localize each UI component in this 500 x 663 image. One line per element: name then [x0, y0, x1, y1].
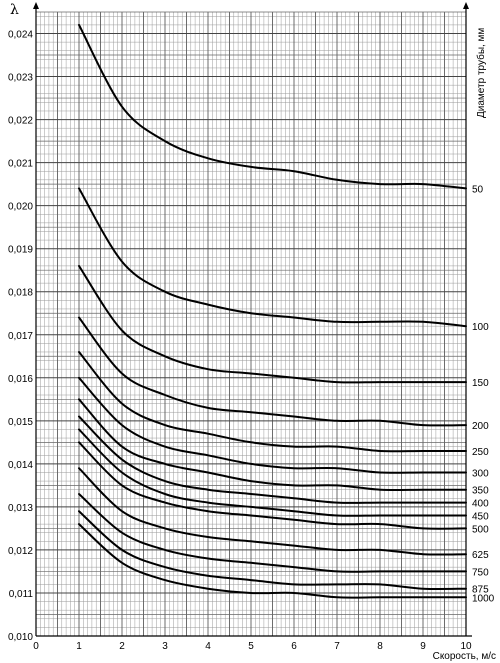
y-tick-label: 0,022: [8, 116, 33, 127]
series-label-250: 250: [472, 447, 489, 458]
x-tick-label: 4: [205, 641, 211, 652]
x-tick-label: 6: [291, 641, 297, 652]
x-tick-label: 5: [248, 641, 254, 652]
x-axis-title: Скорость, м/с: [433, 651, 496, 662]
x-tick-label: 3: [162, 641, 168, 652]
x-tick-label: 9: [420, 641, 426, 652]
series-label-1000: 1000: [472, 593, 495, 604]
series-label-300: 300: [472, 468, 489, 479]
y-tick-label: 0,013: [8, 503, 33, 514]
series-label-625: 625: [472, 550, 489, 561]
series-label-750: 750: [472, 567, 489, 578]
series-label-350: 350: [472, 486, 489, 497]
y-axis-title: λ: [10, 2, 19, 18]
y-tick-label: 0,017: [8, 331, 33, 342]
series-label-400: 400: [472, 499, 489, 510]
y-tick-label: 0,018: [8, 288, 33, 299]
y-tick-label: 0,023: [8, 73, 33, 84]
y-tick-label: 0,015: [8, 417, 33, 428]
series-axis-title: Диаметр трубы, мм: [475, 28, 487, 118]
y-tick-label: 0,024: [8, 30, 33, 41]
y-tick-label: 0,016: [8, 374, 33, 385]
y-tick-label: 0,011: [9, 589, 34, 600]
y-axis-arrow: [33, 2, 39, 9]
x-tick-label: 0: [33, 641, 39, 652]
x-tick-label: 8: [377, 641, 383, 652]
x-tick-label: 1: [76, 641, 82, 652]
series-label-100: 100: [472, 322, 489, 333]
y-tick-label: 0,020: [8, 202, 33, 213]
series-labels: 5010015020025030035040045050062575087510…: [472, 184, 495, 604]
x-tick-labels: 0 1 2 3 4 5 6 7 8 9 10: [33, 641, 472, 652]
x-tick-label: 7: [334, 641, 340, 652]
series-label-500: 500: [472, 524, 489, 535]
y-tick-label: 0,014: [8, 460, 33, 471]
x-tick-label: 2: [119, 641, 125, 652]
y-tick-label: 0,012: [8, 546, 33, 557]
series-label-200: 200: [472, 421, 489, 432]
y-tick-labels: 0,010 0,011 0,012 0,013 0,014 0,015 0,016 0,017…: [8, 30, 33, 643]
series-label-450: 450: [472, 512, 489, 523]
y-tick-label: 0,010: [8, 632, 33, 643]
y-tick-label: 0,021: [8, 159, 33, 170]
y-tick-label: 0,019: [8, 245, 33, 256]
series-label-150: 150: [472, 378, 489, 389]
series-label-50: 50: [472, 184, 484, 195]
right-axis-arrow: [463, 2, 469, 9]
grid-major: [36, 12, 466, 636]
